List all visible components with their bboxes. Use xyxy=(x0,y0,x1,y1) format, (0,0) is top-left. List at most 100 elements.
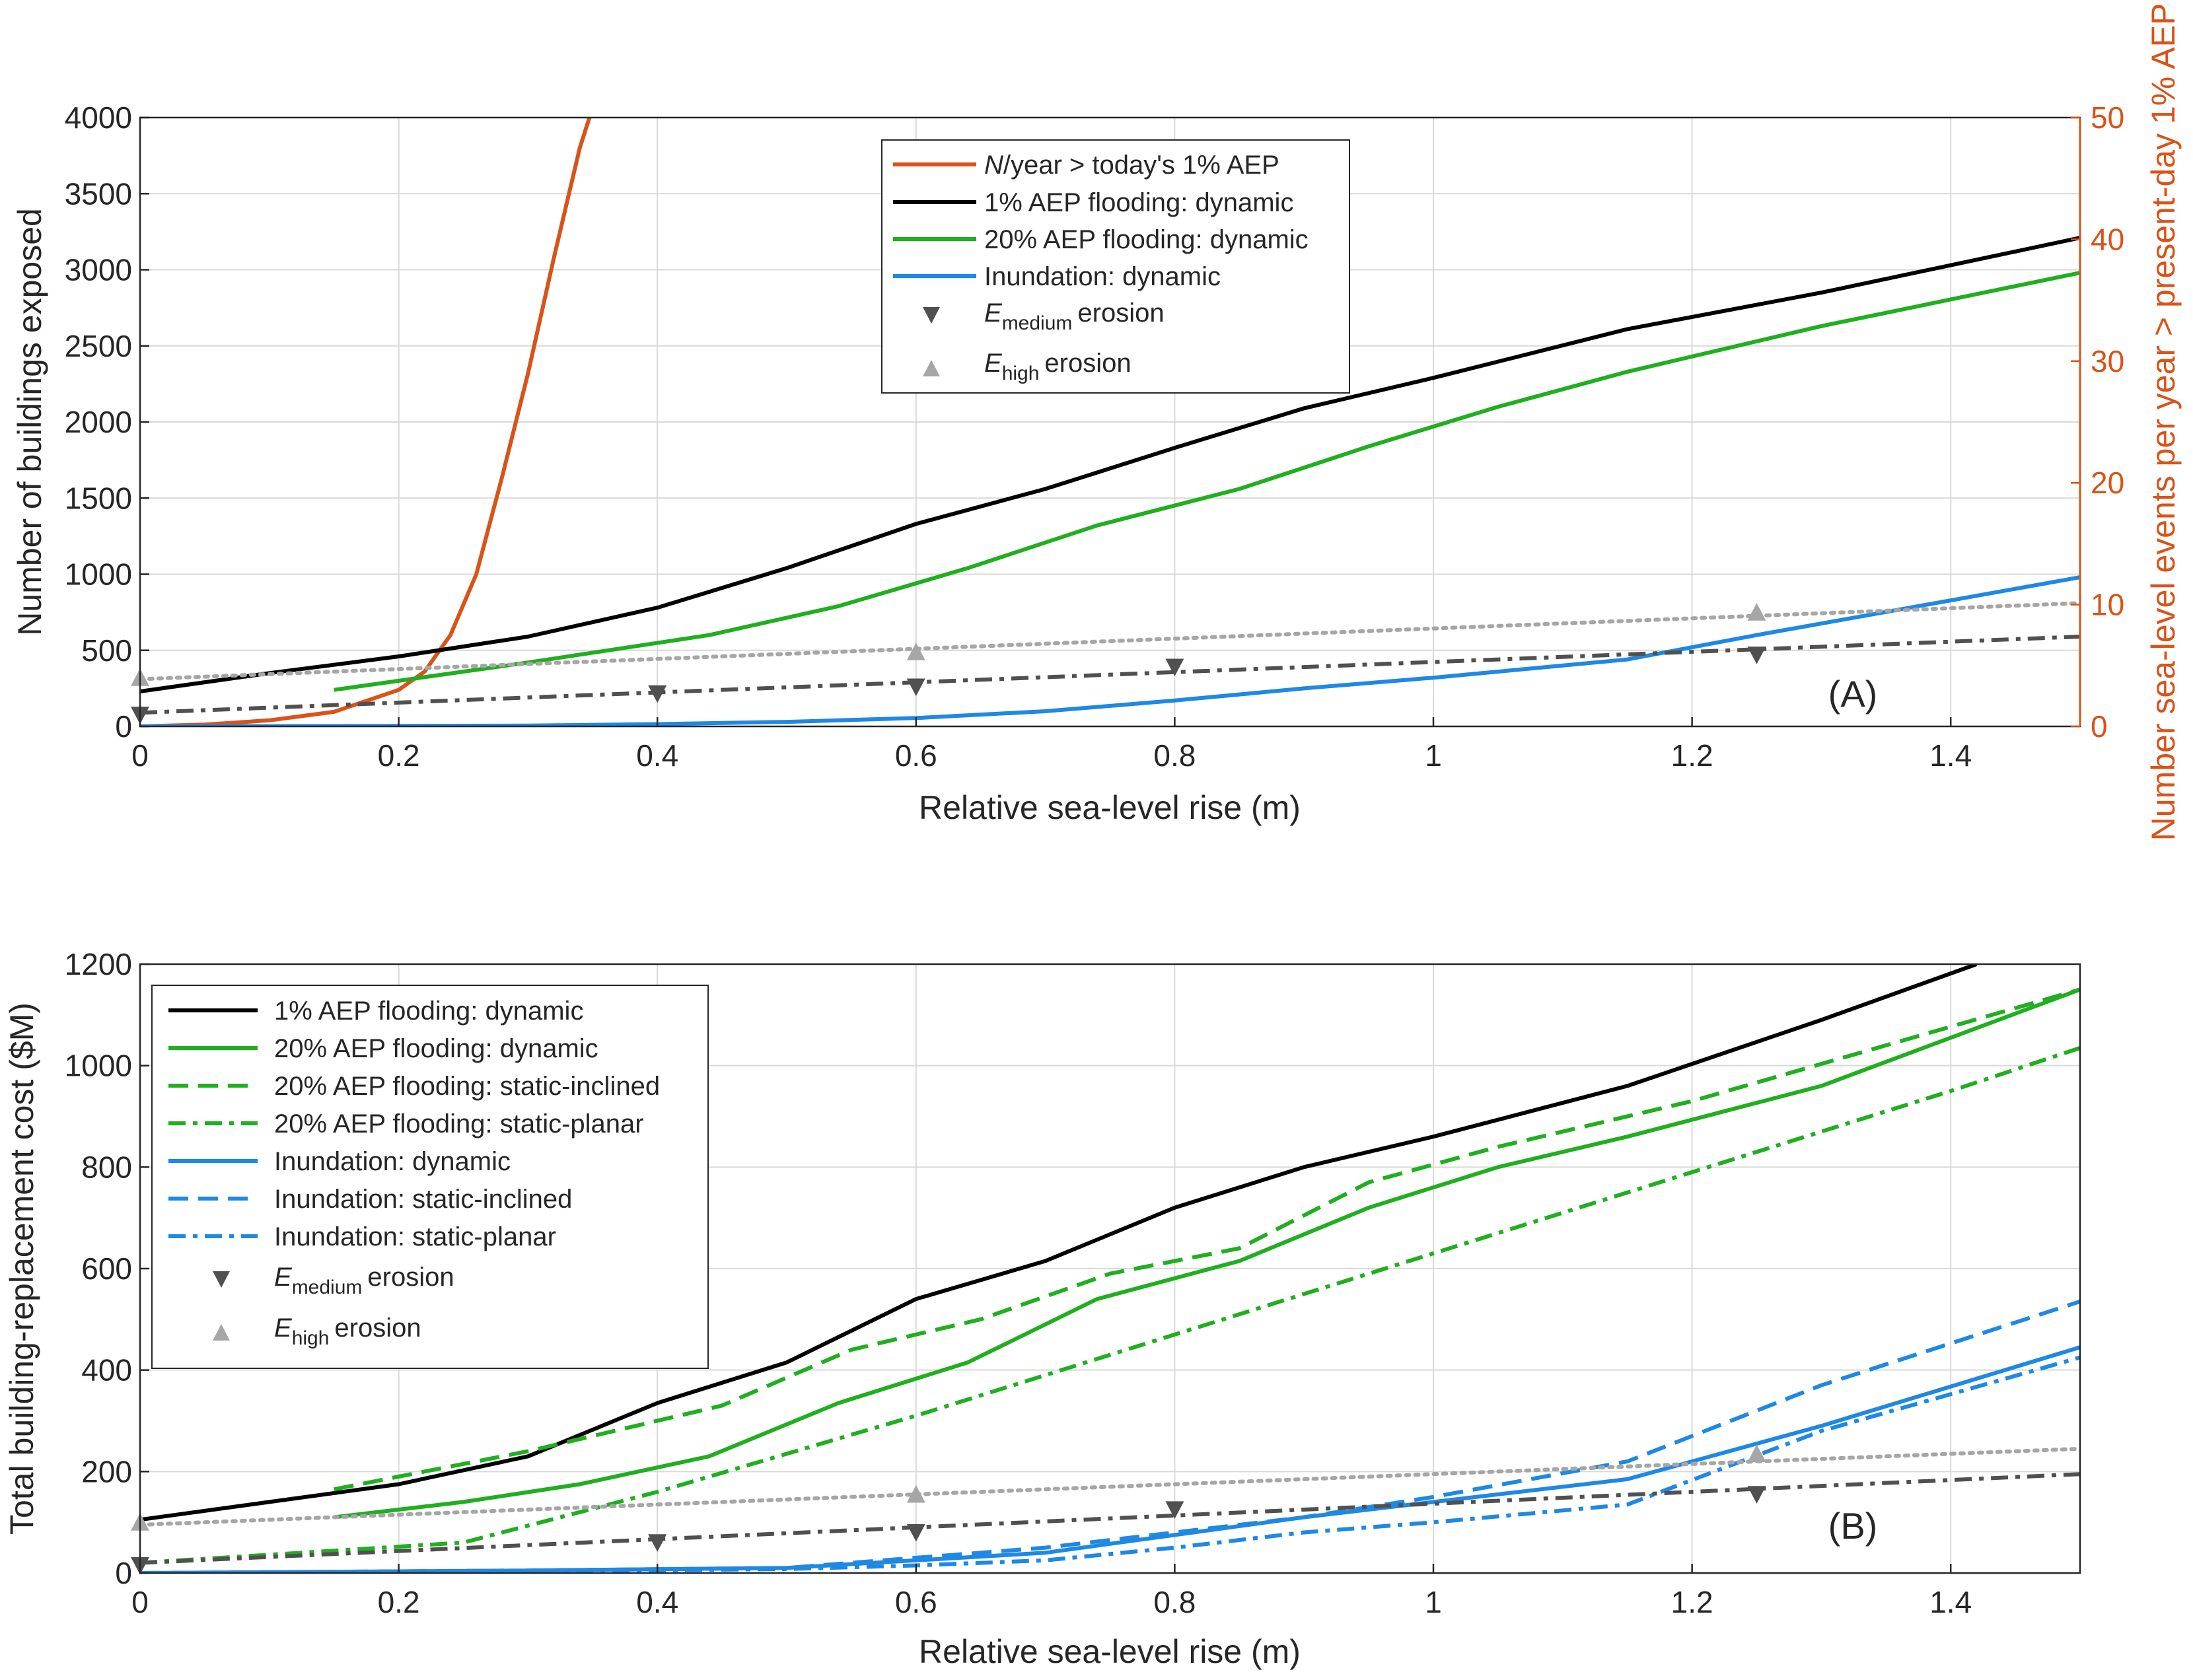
panel-a-marker-emedium xyxy=(1747,647,1766,664)
panel-a-ylabel: Number of buildings exposed xyxy=(11,208,48,636)
panel-a-series-inundation-dynamic xyxy=(140,575,2080,726)
panel-b-marker-emedium xyxy=(648,1534,667,1552)
panel-b-series-inundation-static-inclined xyxy=(140,1300,2080,1573)
panel-b-series-medium-erosion-trend xyxy=(140,1472,2080,1565)
panel-a-ytick-right-label: 10 xyxy=(2091,588,2124,622)
panel-a-series xyxy=(140,118,2080,726)
panel-b-xlabel: Relative sea-level rise (m) xyxy=(919,1633,1301,1670)
panel-b-ytick-label: 600 xyxy=(81,1251,132,1286)
panel-b-ytick-label: 0 xyxy=(115,1556,132,1590)
panel-b-ytick-label: 200 xyxy=(81,1454,132,1488)
panel-b-xtick-label: 1.4 xyxy=(1929,1585,1972,1619)
legend-b-swatch-ehigh xyxy=(213,1324,230,1341)
panel-a-ytick-label: 3000 xyxy=(65,253,132,287)
panel-b-series-1-aep-flooding-dynamic xyxy=(140,964,1978,1522)
legend-a-label-nyear: N/year > today's 1% AEP xyxy=(984,151,1279,180)
panel-a-ylabel-right: Number sea-level events per year > prese… xyxy=(2145,3,2182,841)
panel-a-xtick-label: 0.6 xyxy=(895,738,937,773)
panel-b-ytick-label: 1000 xyxy=(65,1049,132,1083)
panel-b-markers xyxy=(131,1444,1766,1575)
panel-a-marker-ehigh xyxy=(1747,603,1766,621)
panel-a-ytick-label: 2500 xyxy=(65,329,132,363)
legend-b-label-flood20-dyn: 20% AEP flooding: dynamic xyxy=(274,1034,598,1063)
panel-a-xtick-label: 0.2 xyxy=(378,738,420,773)
legend-a-swatch-ehigh xyxy=(923,360,940,376)
panel-b-legend: 1% AEP flooding: dynamic 20% AEP floodin… xyxy=(151,985,709,1369)
panel-a-ytick-right-label: 20 xyxy=(2091,466,2124,500)
legend-b-swatch-emedium xyxy=(213,1271,230,1288)
panel-b-xtick-label: 0 xyxy=(131,1585,149,1619)
panel-a-legend-box xyxy=(881,139,1350,394)
panel-a-xtick-label: 1.2 xyxy=(1671,738,1713,773)
panel-b-ylabel: Total building-replacement cost ($M) xyxy=(3,1002,40,1535)
panel-b-chart: 0 0.2 0.4 0.6 0.8 1 1.2 1.4 0 200 400 600 800 1000 120… xyxy=(3,947,2081,1670)
panel-a-ytick-label: 1500 xyxy=(65,481,132,515)
legend-b-label-inun-pla: Inundation: static-planar xyxy=(274,1222,556,1251)
legend-b-label-inun-dyn: Inundation: dynamic xyxy=(274,1147,511,1176)
legend-b-label-emedium: Emedium erosion xyxy=(274,1263,454,1298)
panel-b-xtick-label: 0.8 xyxy=(1153,1585,1196,1619)
panel-b-marker-ehigh xyxy=(906,1485,925,1503)
legend-a-label-flood20: 20% AEP flooding: dynamic xyxy=(984,225,1309,254)
panel-a-ytick-label: 0 xyxy=(115,709,132,744)
legend-a-swatch-emedium xyxy=(923,307,940,324)
panel-a-ytick-right-label: 50 xyxy=(2091,100,2124,135)
panel-a-ytick-label: 1000 xyxy=(65,557,132,592)
legend-b-label-inun-inc: Inundation: static-inclined xyxy=(274,1185,572,1214)
panel-a-series-20-aep-flooding-dynamic xyxy=(334,271,2080,692)
panel-a-ytick-right-label: 40 xyxy=(2091,222,2124,256)
panel-a-legend: N/year > today's 1% AEP 1% AEP flooding:… xyxy=(881,139,1350,394)
legend-b-label-flood1: 1% AEP flooding: dynamic xyxy=(274,997,583,1026)
panel-b-ytick-label: 800 xyxy=(81,1150,132,1184)
panel-b-series-20-aep-flooding-static-planar xyxy=(140,1045,2080,1565)
panel-a-xtick-label: 0.8 xyxy=(1153,738,1196,773)
panel-b-series-inundation-static-planar xyxy=(140,1355,2080,1573)
panel-a-ticks: 0 0.2 0.4 0.6 0.8 1 1.2 1.405001000150020002500… xyxy=(65,100,2125,773)
legend-b-label-flood20-pla: 20% AEP flooding: static-planar xyxy=(274,1109,644,1138)
panel-a-xtick-label: 0.4 xyxy=(636,738,678,773)
panel-b-xtick-label: 0.2 xyxy=(378,1585,420,1619)
panel-a-marker-emedium xyxy=(906,678,925,697)
panel-a-markers xyxy=(131,603,1766,724)
panel-b-label: (B) xyxy=(1828,1505,1878,1547)
panel-b-marker-emedium xyxy=(1165,1501,1184,1519)
panel-a-series-medium-erosion-trend xyxy=(140,635,2080,715)
panel-a-ytick-label: 500 xyxy=(81,633,132,668)
panel-b-series-20-aep-flooding-static-inclined xyxy=(334,987,2080,1492)
panel-b-xtick-label: 1.2 xyxy=(1671,1585,1713,1619)
panel-a-ytick-label: 2000 xyxy=(65,405,132,439)
panel-a-xtick-label: 1 xyxy=(1425,738,1442,773)
panel-a-series-n-year-today-s-1-aep xyxy=(140,118,592,726)
panel-b-ytick-label: 1200 xyxy=(65,947,132,981)
panel-a-series-high-erosion-trend xyxy=(140,601,2080,682)
panel-a-ytick-right-label: 30 xyxy=(2091,344,2124,378)
panel-a-xtick-label: 1.4 xyxy=(1929,738,1972,773)
legend-a-label-ehigh: Ehigh erosion xyxy=(984,349,1132,384)
panel-a-marker-ehigh xyxy=(906,643,925,660)
legend-a-label-inundation: Inundation: dynamic xyxy=(984,262,1221,291)
panel-a-xlabel: Relative sea-level rise (m) xyxy=(919,789,1301,826)
panel-a-ytick-label: 3500 xyxy=(65,176,132,211)
legend-a-label-flood1: 1% AEP flooding: dynamic xyxy=(984,188,1293,217)
panel-b-marker-emedium xyxy=(1747,1486,1766,1504)
panel-a-marker-emedium xyxy=(648,685,667,703)
panel-b-xtick-label: 1 xyxy=(1425,1585,1442,1619)
panel-a-series-1-aep-flooding-dynamic xyxy=(140,236,2080,693)
panel-b-ticks: 0 0.2 0.4 0.6 0.8 1 1.2 1.4 0 200 400 600 800 1000 120… xyxy=(65,947,1972,1619)
panel-a-chart: 0 0.2 0.4 0.6 0.8 1 1.2 1.405001000150020002500… xyxy=(11,3,2182,841)
panel-a-marker-emedium xyxy=(1165,658,1184,677)
legend-a-label-emedium: Emedium erosion xyxy=(984,298,1165,334)
legend-b-label-flood20-inc: 20% AEP flooding: static-inclined xyxy=(274,1072,660,1101)
panel-a-ytick-label: 4000 xyxy=(65,100,132,135)
panel-b-marker-emedium xyxy=(906,1523,925,1542)
legend-b-label-ehigh: Ehigh erosion xyxy=(274,1313,421,1349)
panel-a-label: (A) xyxy=(1828,673,1878,715)
panel-b-ytick-label: 400 xyxy=(81,1353,132,1387)
panel-a-ytick-right-label: 0 xyxy=(2091,709,2108,744)
panel-b-xtick-label: 0.6 xyxy=(895,1585,937,1619)
panel-b-series-20-aep-flooding-dynamic xyxy=(334,987,2080,1520)
panel-b-marker-ehigh xyxy=(1747,1444,1766,1462)
panel-b-xtick-label: 0.4 xyxy=(636,1585,678,1619)
panel-a-xtick-label: 0 xyxy=(131,738,149,773)
